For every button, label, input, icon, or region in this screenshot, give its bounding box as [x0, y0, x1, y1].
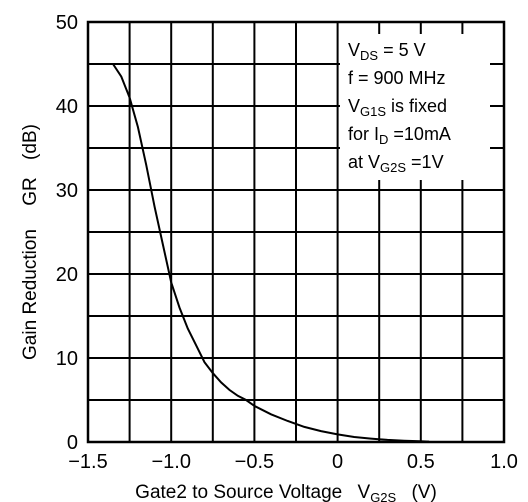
annotation-rest: = 5 V: [378, 40, 426, 60]
x-axis-symbol: V: [358, 482, 371, 502]
y-tick-label: 40: [56, 96, 78, 118]
annotation-main: V: [348, 40, 360, 60]
plot-frame: [86, 20, 506, 444]
annotation-main: at V: [348, 152, 380, 172]
annotation-line: for ID =10mA: [348, 124, 451, 147]
x-tick-label: −1.5: [68, 451, 107, 473]
annotation-rest: =10mA: [388, 124, 451, 144]
grid: [88, 22, 504, 442]
annotation-line: at VG2S =1V: [348, 152, 444, 175]
annotation-line: VDS = 5 V: [348, 40, 426, 63]
annotation-sub: D: [379, 132, 388, 147]
gain-reduction-curve: [112, 63, 430, 443]
y-axis-label: Gain Reduction: [20, 229, 41, 360]
x-axis-title: Gate2 to Source Voltage VG2S (V): [135, 482, 437, 502]
annotation-sub: G1S: [360, 104, 386, 119]
y-tick-label: 0: [67, 432, 78, 454]
x-tick-labels: −1.5 −1.0 −0.5 0 0.5 1.0: [68, 451, 518, 473]
x-axis-unit: (V): [411, 482, 436, 502]
annotation-main: V: [348, 96, 360, 116]
y-tick-label: 50: [56, 12, 78, 34]
annotation-sub: DS: [360, 48, 378, 63]
x-tick-label: 0: [332, 451, 343, 473]
annotation-line: VG1S is fixed: [348, 96, 447, 119]
y-axis-unit: (dB): [20, 124, 41, 160]
x-tick-label: 0.5: [407, 451, 435, 473]
y-axis-symbol: GR: [20, 177, 41, 206]
annotation-background: [340, 34, 490, 180]
x-tick-label: −1.0: [151, 451, 190, 473]
y-tick-label: 30: [56, 180, 78, 202]
x-tick-label: −0.5: [235, 451, 274, 473]
y-tick-label: 20: [56, 264, 78, 286]
x-axis-label: Gate2 to Source Voltage: [135, 482, 342, 502]
y-tick-labels: 0 10 20 30 40 50: [56, 12, 78, 454]
y-axis-title: Gain Reduction GR (dB): [20, 124, 41, 360]
annotation-line: f = 900 MHz: [348, 68, 446, 88]
annotation-rest: is fixed: [386, 96, 447, 116]
annotation-main: f = 900 MHz: [348, 68, 446, 88]
y-tick-label: 10: [56, 348, 78, 370]
x-tick-label: 1.0: [490, 451, 518, 473]
annotation-sub: G2S: [380, 160, 406, 175]
x-axis-symbol-sub: G2S: [370, 490, 396, 502]
annotation-main: for I: [348, 124, 379, 144]
annotation-rest: =1V: [406, 152, 444, 172]
